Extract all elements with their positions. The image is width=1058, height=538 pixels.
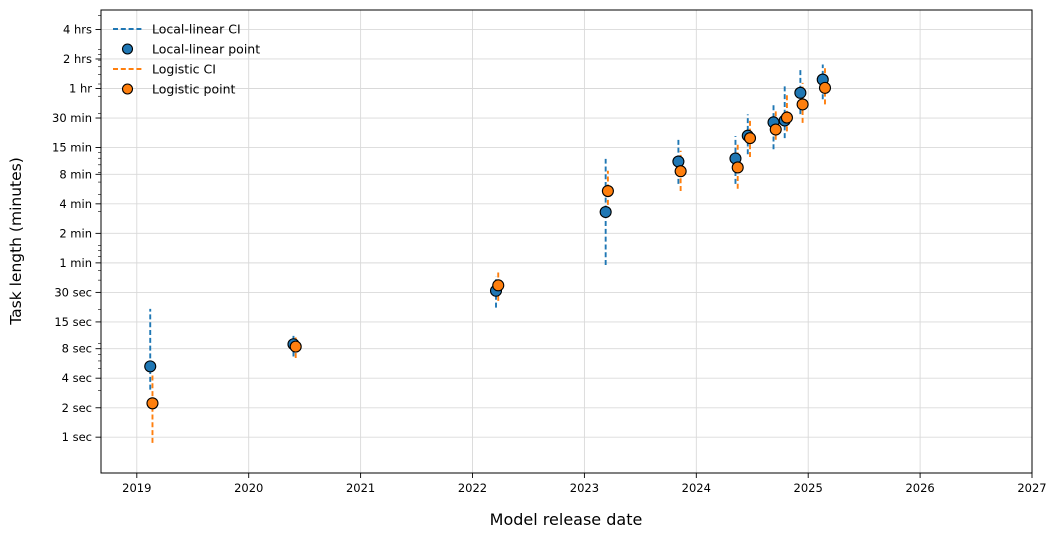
- logistic-point: [601, 185, 614, 198]
- y-tick-label: 2 sec: [62, 401, 92, 415]
- gridlines: [101, 10, 1033, 473]
- legend-circle-marker-sample-orange: [121, 83, 134, 95]
- logistic-point: [731, 161, 744, 174]
- y-tick-label: 1 min: [59, 256, 92, 270]
- local-linear-point: [599, 205, 612, 219]
- x-tick-label: 2026: [905, 481, 934, 495]
- legend-item-logistic-ci: Logistic CI: [113, 62, 216, 77]
- legend-circle-marker-sample-blue: [121, 43, 134, 55]
- x-tick-label: 2023: [570, 481, 599, 495]
- y-tick-label: 4 min: [59, 197, 92, 211]
- legend: Local-linear CI Local-linear point Logis…: [113, 22, 260, 97]
- y-tick-label: 15 min: [52, 141, 92, 155]
- y-tick-label: 1 hr: [69, 82, 92, 96]
- x-tick-label: 2021: [346, 481, 375, 495]
- plot-area: [101, 10, 1032, 473]
- logistic-point: [674, 165, 687, 178]
- legend-item-label: Logistic point: [152, 82, 236, 97]
- x-tick-label: 2025: [794, 481, 823, 495]
- y-tick-label: 2 min: [59, 226, 92, 240]
- x-tick-label: 2022: [458, 481, 487, 495]
- legend-item-local-linear-ci: Local-linear CI: [113, 22, 241, 37]
- local-linear-point: [144, 360, 157, 373]
- y-tick-label: 30 min: [52, 111, 92, 125]
- logistic-point: [146, 397, 159, 410]
- y-tick-label: 4 sec: [62, 371, 92, 385]
- y-tick-label: 4 hrs: [63, 22, 92, 36]
- axis-ticks: 2019 2020 2021 2022 2023 2024 2025 2026 2027 4 hr…: [52, 15, 1047, 495]
- logistic-point: [289, 340, 302, 353]
- x-tick-label: 2019: [122, 481, 151, 495]
- logistic-point: [796, 98, 809, 111]
- axes-spines: [100, 9, 1033, 474]
- logistic-point: [780, 111, 793, 124]
- logistic-point: [818, 81, 832, 94]
- y-tick-label: 1 sec: [62, 430, 92, 444]
- logistic-point: [492, 279, 505, 292]
- logistic-point: [743, 132, 757, 145]
- data-points: [144, 73, 832, 410]
- legend-item-label: Logistic CI: [152, 62, 216, 77]
- y-tick-label: 2 hrs: [63, 52, 92, 66]
- y-tick-label: 8 min: [59, 167, 92, 181]
- x-tick-label: 2020: [234, 481, 263, 495]
- legend-item-label: Local-linear point: [152, 42, 260, 57]
- legend-item-local-linear-point: Local-linear point: [121, 42, 260, 57]
- logistic-point: [769, 123, 782, 136]
- y-tick-label: 8 sec: [62, 342, 92, 356]
- local-linear-point: [672, 155, 685, 168]
- y-tick-label: 15 sec: [54, 315, 92, 329]
- x-tick-label: 2027: [1017, 481, 1046, 495]
- x-tick-label: 2024: [682, 481, 711, 495]
- local-linear-point: [794, 86, 807, 99]
- legend-item-logistic-point: Logistic point: [121, 82, 236, 97]
- x-axis-label: Model release date: [490, 510, 643, 529]
- y-tick-label: 30 sec: [54, 285, 92, 299]
- legend-item-label: Local-linear CI: [152, 22, 241, 37]
- y-axis-label: Task length (minutes): [7, 157, 25, 326]
